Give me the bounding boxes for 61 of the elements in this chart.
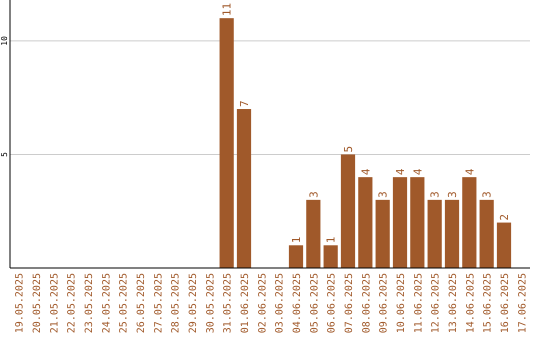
x-tick-label: 06.06.2025 [326, 273, 338, 334]
bar [480, 200, 494, 268]
bar [428, 200, 442, 268]
bar [496, 222, 512, 268]
x-tick-label: 28.05.2025 [170, 273, 182, 334]
x-tick-label: 10.06.2025 [396, 273, 407, 334]
x-tick-label: 23.05.2025 [84, 273, 95, 334]
bar [324, 245, 338, 268]
x-tick-label: 27.05.2025 [153, 273, 164, 334]
x-tick-label: 17.06.2025 [517, 273, 528, 334]
x-tick-label: 16.06.2025 [500, 273, 511, 334]
x-tick-label: 07.06.2025 [344, 273, 355, 334]
data-label: 2 [498, 214, 511, 221]
data-label: 4 [411, 168, 424, 176]
data-label: 1 [324, 236, 338, 244]
x-tick-label: 11.06.2025 [413, 273, 424, 334]
data-label: 7 [238, 100, 251, 108]
x-tick-label: 20.05.2025 [32, 273, 43, 334]
bar [392, 177, 408, 268]
x-tick-label: 21.05.2025 [49, 273, 60, 334]
data-label: 3 [307, 191, 320, 198]
x-tick-label: 13.06.2025 [448, 273, 459, 334]
x-tick-label: 03.06.2025 [274, 273, 286, 334]
x-tick-label: 09.06.2025 [378, 273, 390, 334]
bar [340, 154, 356, 268]
x-tick-label: 04.06.2025 [292, 273, 303, 334]
x-tick-label: 30.05.2025 [205, 273, 216, 334]
bar [288, 245, 304, 268]
data-label: 3 [446, 191, 459, 198]
x-tick-label: 01.06.2025 [240, 273, 251, 334]
x-tick-label: 25.05.2025 [118, 273, 130, 334]
data-label: 3 [428, 191, 442, 198]
data-label: 11 [220, 2, 234, 16]
x-tick-label: 29.05.2025 [188, 273, 199, 334]
bar [358, 177, 372, 268]
bar [376, 200, 390, 268]
data-label: 4 [463, 168, 476, 176]
bar [444, 200, 460, 268]
x-tick-label: 08.06.2025 [361, 273, 372, 334]
x-tick-label: 05.06.2025 [309, 273, 320, 334]
bar [462, 177, 476, 268]
bar [220, 18, 234, 268]
x-tick-label: 22.05.2025 [66, 273, 78, 334]
data-label: 3 [480, 191, 494, 198]
data-label: 3 [376, 191, 390, 198]
x-tick-label: 24.05.2025 [101, 273, 112, 334]
data-label: 5 [342, 146, 355, 152]
x-tick-label: 26.05.2025 [136, 273, 147, 334]
x-tick-label: 15.06.2025 [482, 273, 494, 334]
x-tick-label: 12.06.2025 [430, 273, 442, 334]
data-label: 4 [394, 168, 407, 176]
x-tick-label: 19.05.2025 [14, 273, 26, 334]
data-label: 4 [359, 168, 372, 176]
x-tick-label: 31.05.2025 [222, 273, 234, 334]
x-tick-label: 14.06.2025 [465, 273, 476, 334]
y-tick-label: 10 [0, 36, 9, 46]
x-tick-label: 02.06.2025 [257, 273, 268, 334]
data-label: 1 [290, 236, 303, 244]
bar [410, 177, 424, 268]
bar [236, 109, 252, 268]
bar [306, 200, 320, 268]
